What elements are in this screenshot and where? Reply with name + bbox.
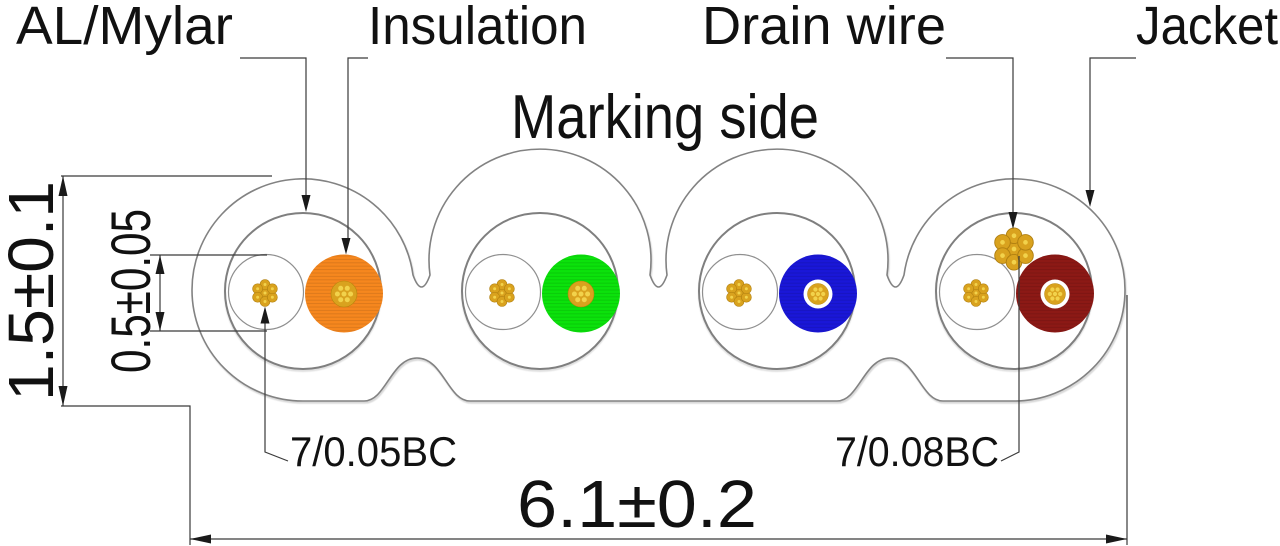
arrow-width-left <box>190 534 211 544</box>
conductor-blue <box>803 279 833 309</box>
label-marking-side: Marking side <box>511 83 819 152</box>
conductor-orange <box>330 280 358 308</box>
leader-insulation <box>347 57 368 241</box>
arrow-drain-wire <box>1008 212 1018 229</box>
conductor-green <box>567 280 595 308</box>
arrow-width-right <box>1106 534 1127 544</box>
leader-conductor-spec <box>264 321 289 462</box>
leader-drain-spec <box>1000 256 1020 462</box>
arrow-conductor-spec <box>260 306 270 324</box>
dim-label-drain-diameter: 0.5±0.05 <box>99 209 162 373</box>
dim-label-width: 6.1±0.2 <box>517 467 757 542</box>
label-jacket: Jacket <box>1136 0 1278 56</box>
insulation-circles <box>305 254 1094 333</box>
dim-label-height: 1.5±0.1 <box>0 181 67 401</box>
arrow-height-top <box>58 176 68 196</box>
arrow-drain-bottom <box>155 312 165 331</box>
leader-arrowheads <box>260 190 1095 324</box>
jacket-outline <box>191 148 1126 402</box>
arrow-jacket <box>1085 190 1095 207</box>
dim-label-conductor-spec: 7/0.05BC <box>290 428 457 475</box>
leader-al-mylar <box>240 57 307 198</box>
label-al-mylar: AL/Mylar <box>16 0 233 56</box>
label-drain-wire: Drain wire <box>702 0 946 56</box>
leader-jacket <box>1089 57 1136 193</box>
leader-lines <box>240 57 1136 462</box>
dim-label-drain-spec: 7/0.08BC <box>835 428 999 475</box>
dimension-arrowheads <box>58 176 1127 544</box>
ext-height-bottom-and-width-left <box>61 405 191 545</box>
conductor-maroon <box>1040 279 1070 309</box>
dimension-lines <box>61 175 1128 545</box>
leader-drain-wire <box>946 57 1014 215</box>
arrow-drain-top <box>155 255 165 274</box>
arrow-al-mylar <box>301 195 311 212</box>
arrow-insulation <box>341 238 351 255</box>
label-insulation: Insulation <box>368 0 587 56</box>
arrow-height-bottom <box>58 386 68 406</box>
